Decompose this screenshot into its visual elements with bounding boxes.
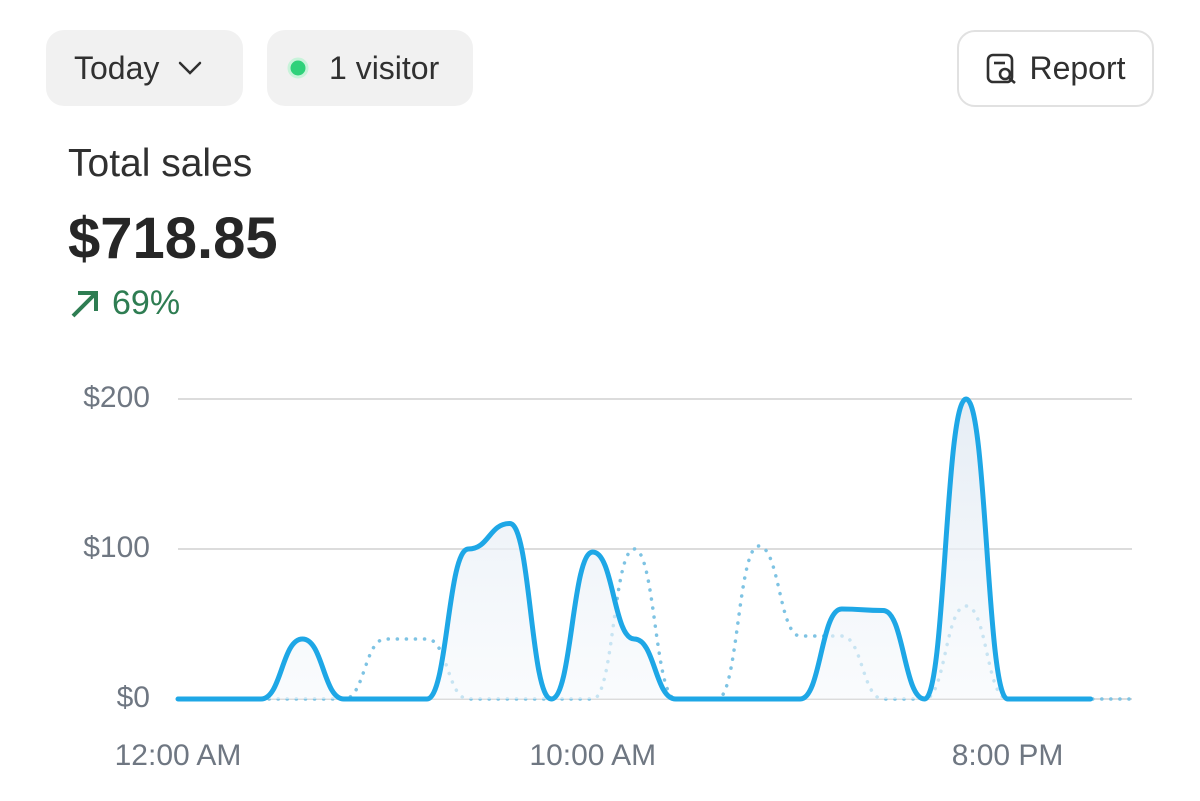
y-tick-label: $100 xyxy=(83,531,150,564)
metric-change: 69% xyxy=(68,284,180,323)
live-dot xyxy=(287,57,309,79)
sales-line xyxy=(175,396,1094,702)
visitors-pill[interactable]: 1 visitor xyxy=(267,30,473,106)
area-fill xyxy=(178,399,1091,699)
chevron xyxy=(179,61,202,75)
x-tick-label: 12:00 AM xyxy=(115,739,242,772)
x-tick-label: 8:00 PM xyxy=(952,739,1064,772)
report-icon xyxy=(987,53,1017,84)
y-tick-label: $0 xyxy=(117,681,150,714)
report-button[interactable]: Report xyxy=(957,30,1154,107)
metric-label: Total sales xyxy=(68,142,253,185)
filter-label: Today xyxy=(74,49,160,86)
metric-value: $718.85 xyxy=(68,206,278,271)
x-tick-label: 10:00 AM xyxy=(529,739,656,772)
visitors-label: 1 visitor xyxy=(329,49,440,86)
up-arrow xyxy=(71,290,98,317)
date-filter[interactable]: Today xyxy=(46,30,243,106)
y-tick-label: $200 xyxy=(83,381,150,414)
change-label: 69% xyxy=(112,284,181,322)
report-label: Report xyxy=(1029,50,1126,86)
